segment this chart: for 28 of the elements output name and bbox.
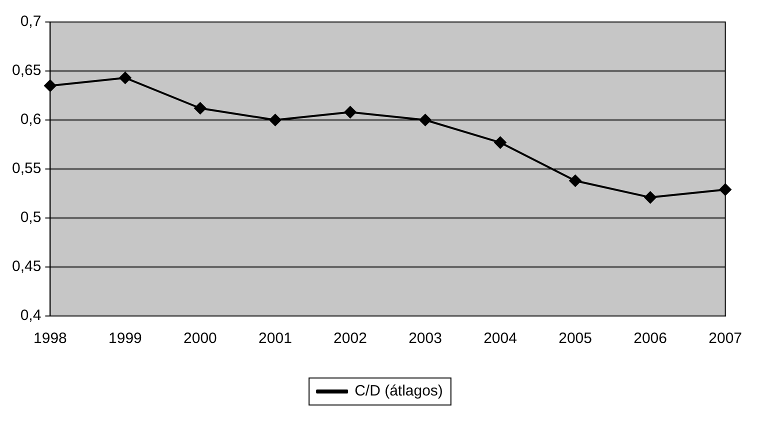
y-tick-label: 0,4	[20, 307, 42, 324]
y-tick-label: 0,55	[12, 160, 42, 178]
y-tick-label: 0,7	[20, 13, 42, 30]
y-tick-label: 0,65	[12, 62, 42, 80]
point	[344, 106, 356, 118]
x-tick-label: 1999	[108, 330, 142, 348]
x-tick-label: 2000	[184, 330, 217, 348]
point	[419, 114, 432, 126]
x-tick-label: 1998	[34, 330, 67, 348]
point	[569, 174, 582, 187]
y-tick-label: 0,5	[20, 209, 42, 226]
x-tick-label: 2002	[334, 330, 367, 348]
x-tick-label: 2005	[558, 330, 592, 348]
x-tick-label: 2006	[634, 330, 667, 348]
point	[194, 102, 206, 114]
point	[719, 184, 732, 196]
legend-label: C/D (átlagos)	[354, 382, 443, 400]
y-tick-label: 0,6	[20, 111, 42, 128]
x-tick-label: 2003	[408, 330, 442, 348]
point	[494, 136, 506, 149]
x-tick-label: 2004	[484, 330, 517, 348]
point	[119, 72, 132, 84]
x-tick-label: 2007	[708, 330, 742, 348]
point	[644, 191, 656, 204]
y-tick-label: 0,45	[12, 258, 42, 276]
point	[269, 114, 282, 126]
x-tick-label: 2001	[258, 330, 292, 348]
point	[44, 80, 56, 92]
